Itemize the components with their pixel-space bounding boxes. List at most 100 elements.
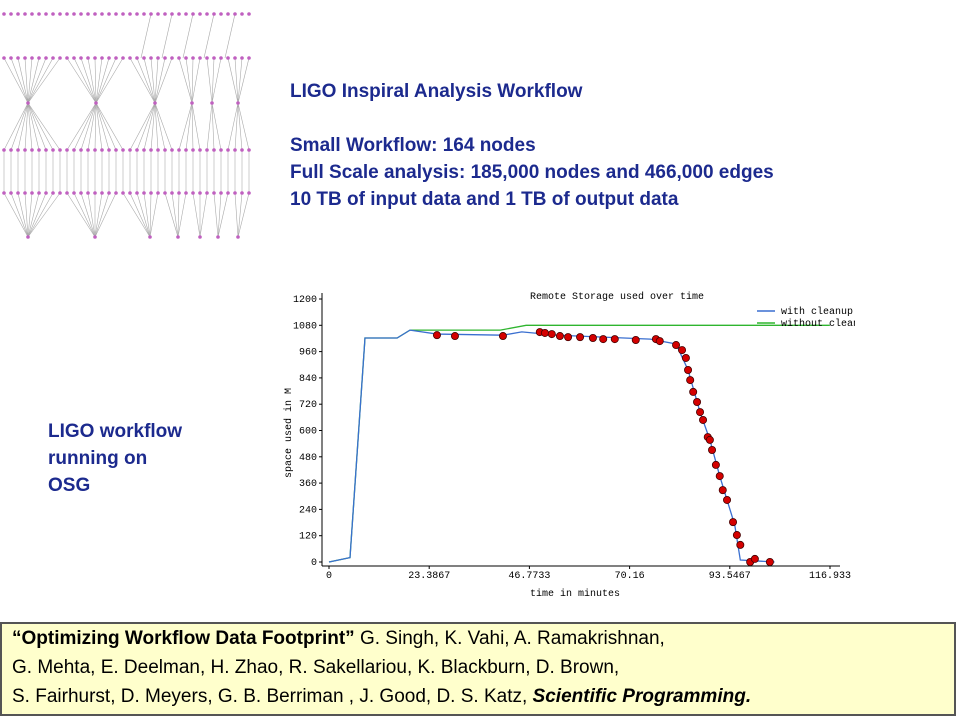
edge: [136, 57, 156, 104]
edge: [95, 57, 103, 104]
heading-line: 10 TB of input data and 1 TB of output d…: [290, 189, 679, 210]
edge: [150, 57, 156, 104]
node: [37, 191, 41, 195]
y-tick-label: 1080: [293, 321, 317, 332]
edge: [94, 57, 97, 104]
edge: [87, 102, 97, 151]
edge: [177, 192, 187, 238]
edge: [154, 57, 173, 104]
node: [94, 101, 98, 105]
data-point: [678, 346, 687, 355]
node: [16, 56, 20, 60]
node: [51, 12, 55, 16]
data-point: [450, 332, 459, 341]
node: [114, 12, 118, 16]
edge: [164, 192, 179, 238]
node: [58, 12, 62, 16]
node: [156, 191, 160, 195]
citation-line: S. Fairhurst, D. Meyers, G. B. Berriman …: [12, 682, 954, 711]
node: [191, 56, 195, 60]
node: [240, 191, 244, 195]
chart-background: [275, 283, 855, 603]
y-tick-label: 960: [299, 348, 317, 359]
data-point: [555, 332, 564, 341]
edge: [177, 192, 180, 238]
node: [2, 191, 6, 195]
node: [51, 191, 55, 195]
edge: [192, 192, 201, 238]
node: [170, 191, 174, 195]
node: [191, 12, 195, 16]
node: [153, 101, 157, 105]
edge: [213, 192, 219, 238]
edge: [143, 192, 151, 238]
edge: [234, 102, 239, 151]
node: [198, 191, 202, 195]
node: [26, 101, 30, 105]
node: [121, 56, 125, 60]
edge: [136, 102, 156, 151]
node: [148, 235, 152, 239]
edge: [3, 57, 29, 104]
node: [23, 12, 27, 16]
edge: [154, 57, 166, 104]
node: [236, 235, 240, 239]
legend-label: without cleanup nod: [781, 318, 855, 330]
edge: [10, 102, 29, 151]
edge: [66, 102, 97, 151]
edge: [27, 57, 47, 104]
node: [212, 12, 216, 16]
node: [107, 148, 111, 152]
data-point: [681, 353, 690, 362]
edge: [10, 57, 29, 104]
node: [65, 148, 69, 152]
node: [58, 148, 62, 152]
legend-label: with cleanup nodes: [781, 306, 855, 318]
edge: [27, 192, 54, 238]
edge: [73, 192, 96, 238]
node: [100, 148, 104, 152]
edge: [129, 102, 156, 151]
node: [86, 191, 90, 195]
node: [107, 12, 111, 16]
data-point: [432, 331, 441, 340]
node: [86, 148, 90, 152]
node: [9, 148, 13, 152]
node: [149, 191, 153, 195]
data-point: [599, 335, 608, 344]
node: [170, 12, 174, 16]
edge: [94, 192, 117, 238]
node: [23, 191, 27, 195]
x-tick-label: 116.933: [809, 571, 851, 582]
node: [184, 12, 188, 16]
node: [135, 191, 139, 195]
data-point: [705, 435, 714, 444]
edge: [80, 192, 96, 238]
node: [212, 191, 216, 195]
edge: [185, 57, 193, 104]
data-point: [610, 335, 619, 344]
node: [30, 56, 34, 60]
node: [198, 235, 202, 239]
node: [72, 12, 76, 16]
data-point: [736, 540, 745, 549]
node: [79, 191, 83, 195]
node: [205, 56, 209, 60]
data-point: [750, 554, 759, 563]
edge: [211, 57, 222, 104]
edge: [217, 192, 222, 238]
node: [79, 56, 83, 60]
data-point: [723, 495, 732, 504]
edge: [206, 57, 213, 104]
node: [37, 56, 41, 60]
edge: [87, 192, 96, 238]
edge: [191, 102, 194, 151]
node: [93, 235, 97, 239]
y-tick-label: 120: [299, 532, 317, 543]
edge: [149, 192, 159, 238]
node: [51, 148, 55, 152]
heading-line: Small Workflow: 164 nodes: [290, 135, 536, 156]
edge: [73, 102, 97, 151]
node: [79, 148, 83, 152]
